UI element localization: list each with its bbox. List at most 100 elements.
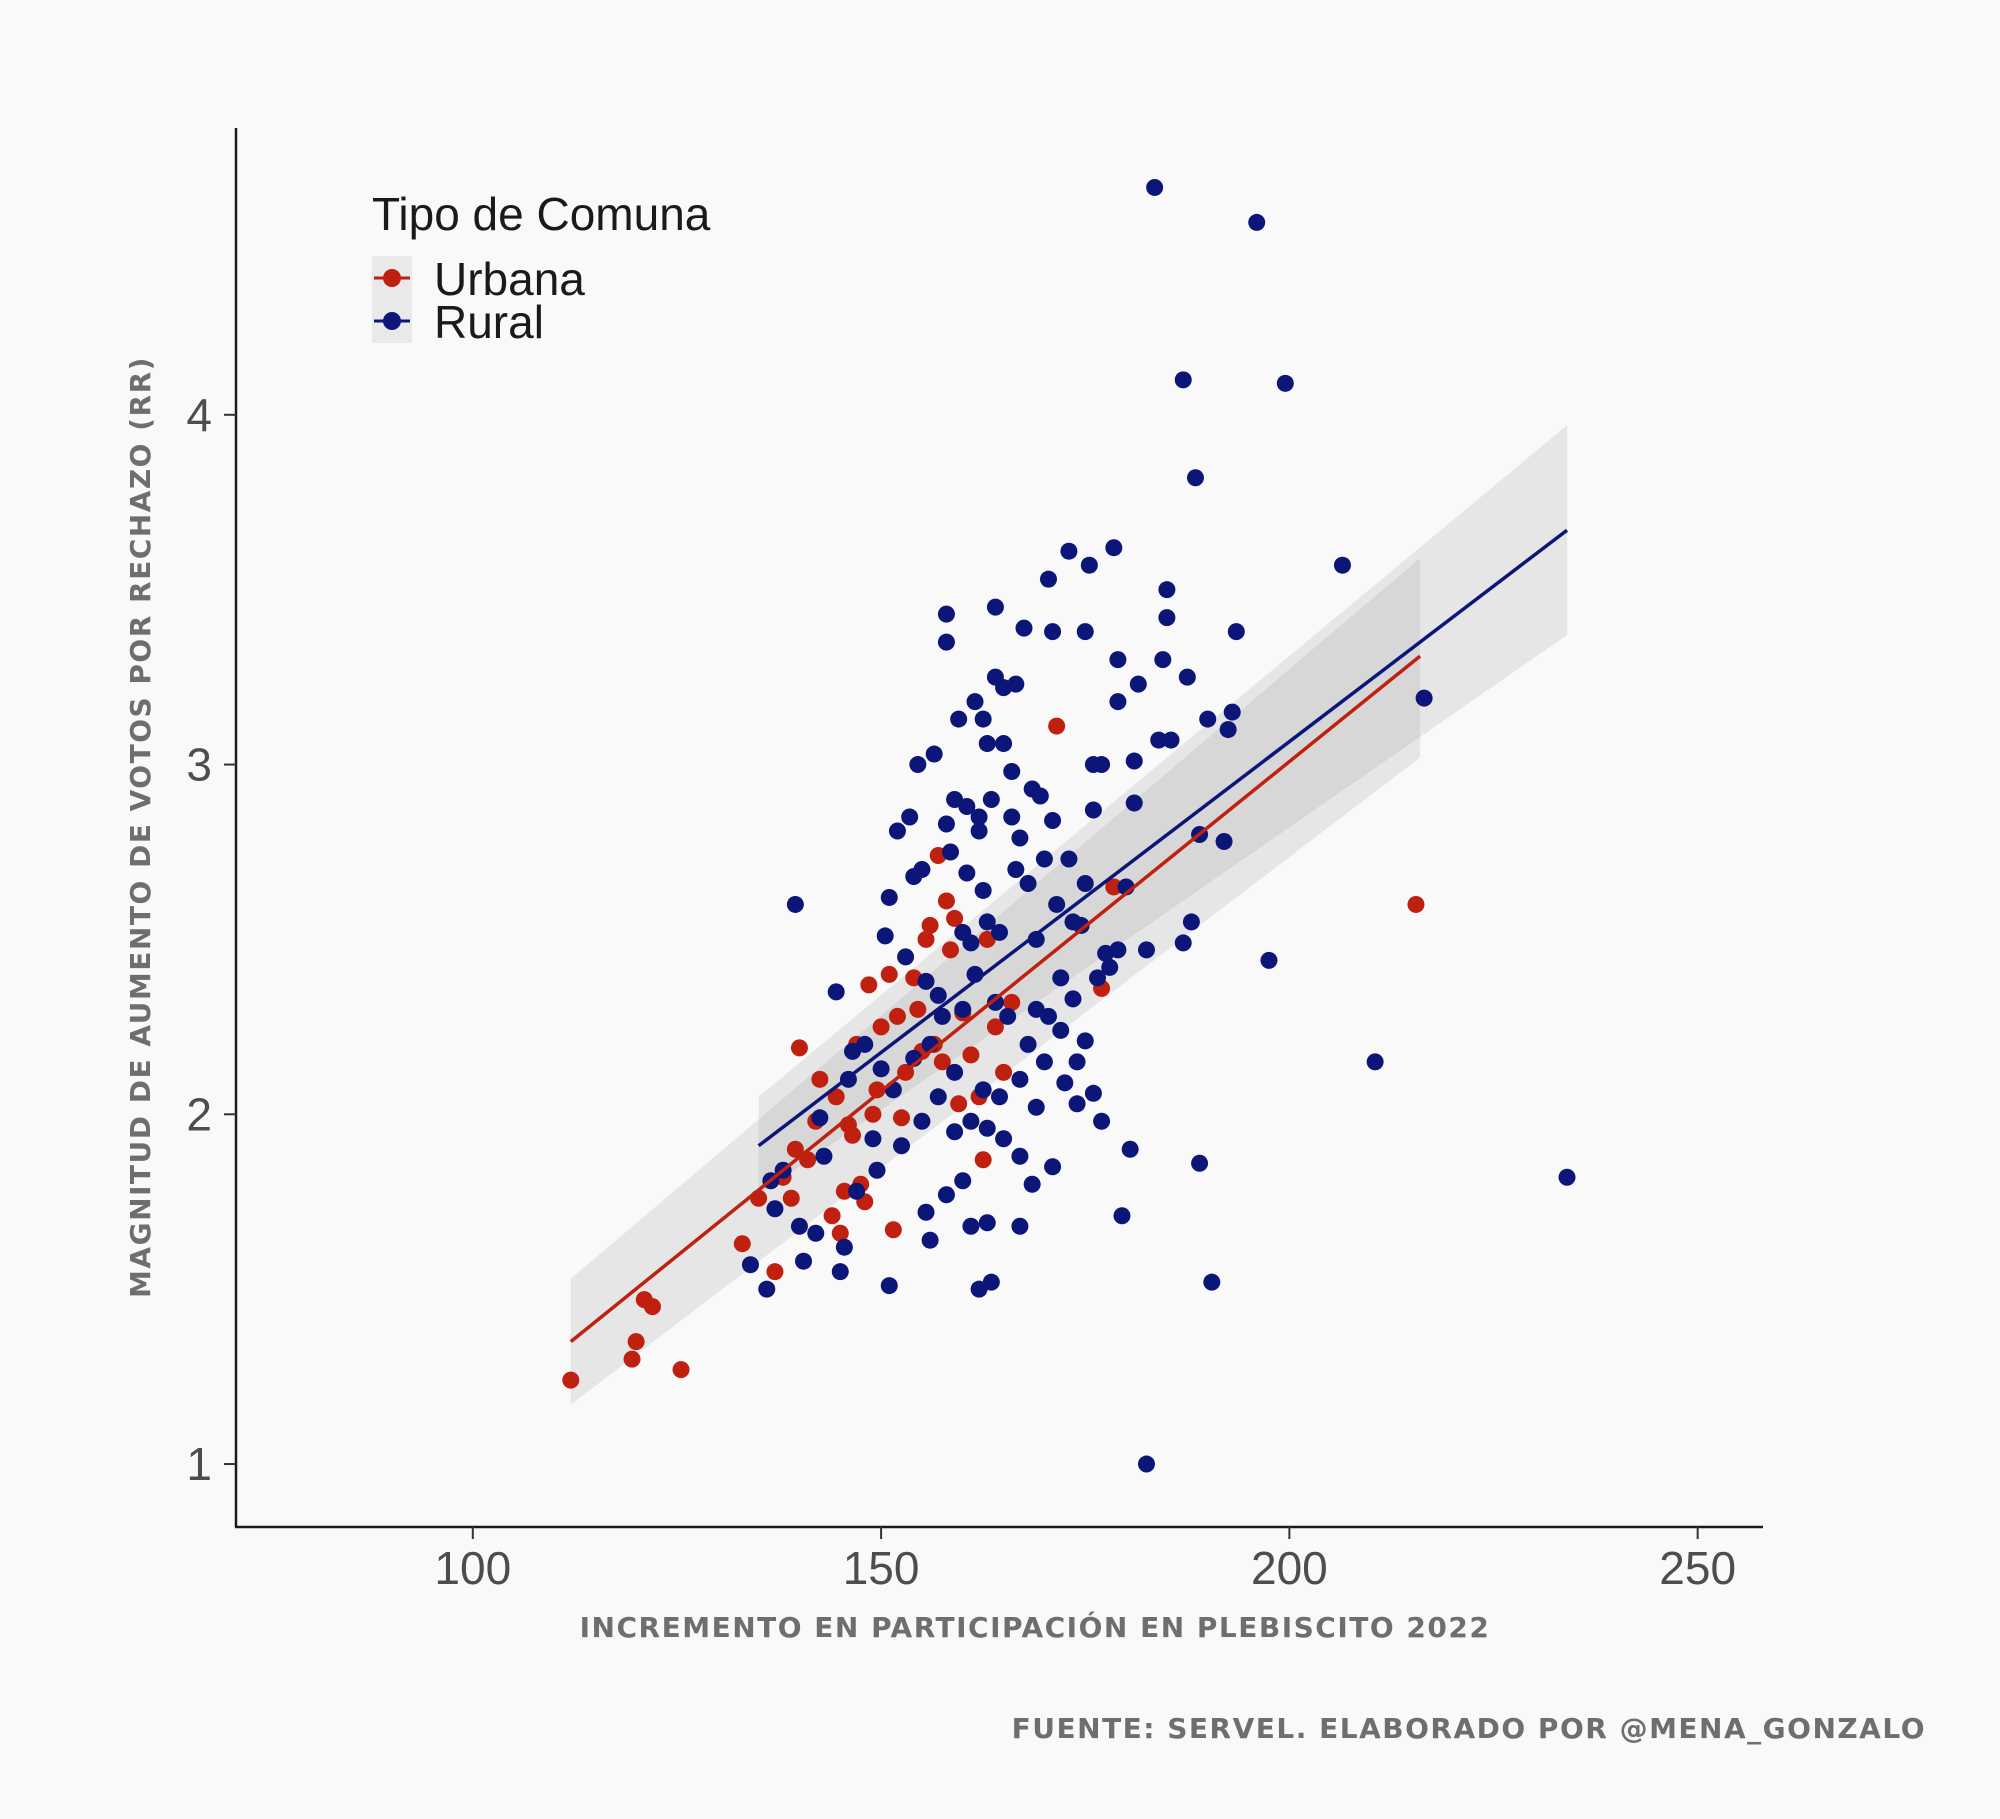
data-point-rural [1044, 812, 1062, 830]
x-tick-label: 200 [1251, 1542, 1328, 1594]
data-point-rural [1219, 721, 1237, 739]
data-point-rural [888, 822, 906, 840]
data-point-rural [937, 1186, 955, 1204]
data-point-rural [917, 972, 935, 990]
data-point-rural [1007, 860, 1025, 878]
data-point-rural [974, 881, 992, 899]
y-tick-label: 1 [186, 1438, 212, 1490]
data-point-rural [1333, 556, 1351, 574]
data-point-rural [1366, 1053, 1384, 1071]
data-point-rural [950, 710, 968, 728]
data-point-rural [1048, 895, 1066, 913]
data-point-rural [946, 1063, 964, 1081]
data-point-urbana [950, 1095, 968, 1113]
data-point-urbana [986, 1018, 1004, 1036]
data-point-rural [790, 1217, 808, 1235]
data-point-rural [1415, 689, 1433, 707]
data-point-urbana [835, 1182, 853, 1200]
data-point-rural [827, 983, 845, 1001]
data-point-rural [937, 815, 955, 833]
data-point-rural [962, 1112, 980, 1130]
data-point-urbana [766, 1263, 784, 1281]
data-point-urbana [1407, 895, 1425, 913]
data-point-rural [1076, 623, 1094, 641]
data-point-urbana [790, 1039, 808, 1057]
x-tick-label: 100 [434, 1542, 511, 1594]
data-point-rural [1146, 178, 1164, 196]
data-point-urbana [995, 1063, 1013, 1081]
legend-entry-urbana: Urbana [374, 253, 585, 305]
data-point-rural [1084, 1084, 1102, 1102]
data-point-rural [901, 808, 919, 826]
data-point-rural [848, 1182, 866, 1200]
source-caption: FUENTE: SERVEL. ELABORADO POR @MENA_GONZ… [1012, 1712, 1926, 1745]
data-point-urbana [942, 941, 960, 959]
data-point-rural [880, 1277, 898, 1295]
regression-line-rural [757, 528, 1569, 1148]
data-point-rural [958, 864, 976, 882]
y-tick-label: 2 [186, 1088, 212, 1140]
data-point-rural [1113, 1207, 1131, 1225]
data-point-rural [978, 735, 996, 753]
data-point-urbana [884, 1221, 902, 1239]
data-point-rural [995, 1130, 1013, 1148]
data-point-rural [1150, 731, 1168, 749]
legend: Tipo de Comuna Urbana Rural [372, 188, 711, 348]
data-point-urbana [1003, 993, 1021, 1011]
data-point-rural [1109, 651, 1127, 669]
data-point-rural [1027, 930, 1045, 948]
data-point-urbana [946, 909, 964, 927]
data-point-rural [954, 1172, 972, 1190]
data-point-rural [1137, 1455, 1155, 1473]
data-point-rural [864, 1130, 882, 1148]
data-point-rural [991, 923, 1008, 941]
data-point-rural [1215, 832, 1233, 850]
data-point-urbana [782, 1189, 800, 1207]
data-point-urbana [643, 1298, 661, 1316]
data-point-rural [974, 710, 992, 728]
data-point-urbana [880, 965, 898, 983]
data-point-rural [913, 860, 931, 878]
data-point-rural [868, 1161, 886, 1179]
legend-urbana-label: Urbana [434, 253, 585, 305]
data-point-urbana [921, 916, 939, 934]
legend-urbana-marker [383, 269, 401, 287]
data-point-urbana [868, 1081, 886, 1099]
data-point-rural [1121, 1140, 1139, 1158]
data-point-rural [1044, 623, 1062, 641]
data-point-urbana [962, 1046, 980, 1064]
data-point-rural [1056, 1074, 1074, 1092]
data-point-rural [1011, 829, 1029, 847]
data-point-rural [741, 1256, 759, 1274]
data-point-rural [1182, 913, 1200, 931]
data-point-rural [1109, 941, 1127, 959]
confidence-band-rural [758, 425, 1568, 1195]
data-point-rural [1027, 1098, 1045, 1116]
data-point-rural [1129, 675, 1147, 693]
data-point-rural [954, 1000, 972, 1018]
data-point-urbana [733, 1235, 751, 1253]
data-point-rural [1174, 371, 1192, 389]
data-point-rural [986, 993, 1004, 1011]
data-point-rural [1080, 556, 1098, 574]
legend-rural-label: Rural [434, 296, 544, 348]
data-point-urbana [909, 1000, 927, 1018]
data-point-rural [1035, 1053, 1053, 1071]
data-point-rural [937, 605, 955, 623]
data-point-rural [795, 1252, 813, 1270]
data-point-rural [1011, 1147, 1029, 1165]
data-point-rural [1203, 1273, 1221, 1291]
data-point-rural [962, 1217, 980, 1235]
data-point-rural [1064, 990, 1082, 1008]
x-tick-label: 150 [843, 1542, 920, 1594]
data-point-rural [1101, 958, 1119, 976]
data-point-rural [1223, 703, 1241, 721]
data-point-rural [982, 791, 1000, 809]
data-point-rural [1060, 542, 1078, 560]
data-point-rural [1178, 668, 1196, 686]
data-point-rural [974, 1081, 992, 1099]
data-point-rural [982, 1273, 1000, 1291]
data-point-rural [937, 633, 955, 651]
data-point-rural [933, 1007, 951, 1025]
